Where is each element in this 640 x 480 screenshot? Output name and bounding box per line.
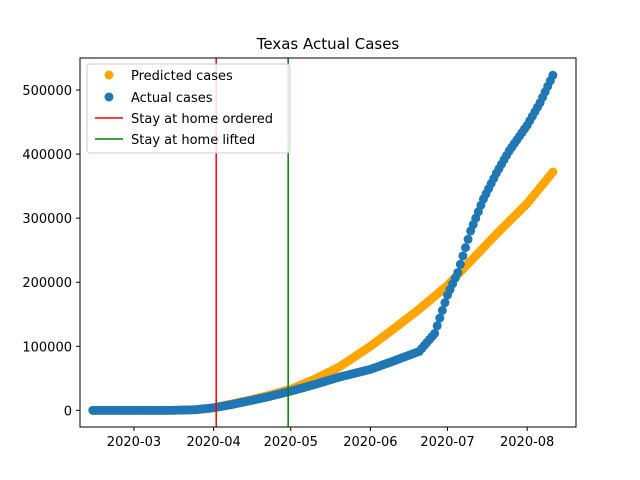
- legend: Predicted cases Actual cases Stay at hom…: [86, 63, 291, 154]
- data-point: [440, 298, 450, 308]
- series-actual: [88, 70, 558, 415]
- legend-label-lifted: Stay at home lifted: [131, 133, 255, 148]
- y-tick-label: 100000: [22, 340, 72, 355]
- y-tick-label: 500000: [22, 84, 72, 99]
- legend-label-actual: Actual cases: [131, 91, 213, 106]
- y-tick-label: 300000: [22, 212, 72, 227]
- legend-entry-actual: Actual cases: [104, 91, 213, 106]
- legend-label-predicted: Predicted cases: [131, 69, 233, 84]
- legend-entry-predicted: Predicted cases: [104, 69, 233, 84]
- y-tick-label: 200000: [22, 276, 72, 291]
- legend-box: [86, 63, 291, 154]
- y-tick-label: 400000: [22, 148, 72, 163]
- data-point: [463, 234, 473, 244]
- x-tick-label: 2020-05: [264, 435, 318, 450]
- data-point: [460, 243, 470, 253]
- legend-entry-ordered: Stay at home ordered: [95, 112, 273, 127]
- data-point: [453, 268, 463, 278]
- legend-label-ordered: Stay at home ordered: [131, 112, 273, 127]
- legend-entry-lifted: Stay at home lifted: [95, 133, 255, 148]
- x-tick-label: 2020-03: [107, 435, 161, 450]
- x-axis: 2020-03 2020-04 2020-05 2020-06 2020-07 2020-…: [107, 427, 554, 450]
- x-tick-label: 2020-06: [343, 435, 397, 450]
- x-tick-label: 2020-08: [500, 435, 554, 450]
- plot-content: [88, 58, 558, 427]
- legend-marker-predicted: [104, 70, 114, 80]
- data-point: [455, 259, 465, 269]
- x-tick-label: 2020-04: [186, 435, 240, 450]
- plot-area: [88, 58, 558, 427]
- x-tick-label: 2020-07: [420, 435, 474, 450]
- data-point: [458, 251, 468, 261]
- data-point: [435, 313, 445, 323]
- data-point: [430, 328, 440, 338]
- chart-title: Texas Actual Cases: [256, 35, 400, 53]
- data-point: [437, 305, 447, 315]
- legend-marker-actual: [104, 92, 114, 102]
- y-axis: 0 100000 200000 300000 400000 500000: [22, 84, 80, 419]
- axes-frame: [79, 57, 577, 428]
- data-point: [548, 167, 558, 177]
- data-point: [432, 321, 442, 331]
- y-tick-label: 0: [64, 404, 72, 419]
- data-point: [548, 70, 558, 80]
